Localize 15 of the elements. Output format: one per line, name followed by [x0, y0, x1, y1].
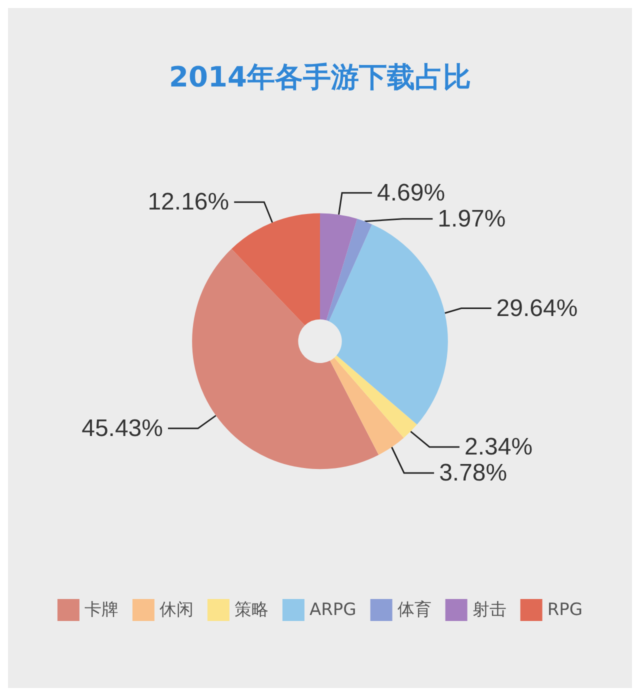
data-label: 12.16% — [148, 188, 230, 216]
legend-label: 休闲 — [159, 600, 194, 620]
data-label: 2.34% — [464, 433, 533, 460]
data-label: 3.78% — [439, 459, 508, 486]
legend-label: 策略 — [234, 600, 268, 620]
data-label: 45.43% — [82, 414, 164, 442]
data-label: 1.97% — [438, 205, 506, 232]
legend-label: 体育 — [397, 600, 432, 620]
legend-label: 卡牌 — [84, 600, 118, 620]
legend-label: 射击 — [472, 600, 506, 620]
legend-label: ARPG — [309, 600, 356, 620]
data-label: 4.69% — [377, 179, 446, 206]
chart-title: 2014年各手游下载占比 — [169, 60, 471, 94]
data-label: 29.64% — [496, 294, 578, 322]
legend-label: RPG — [547, 600, 583, 620]
